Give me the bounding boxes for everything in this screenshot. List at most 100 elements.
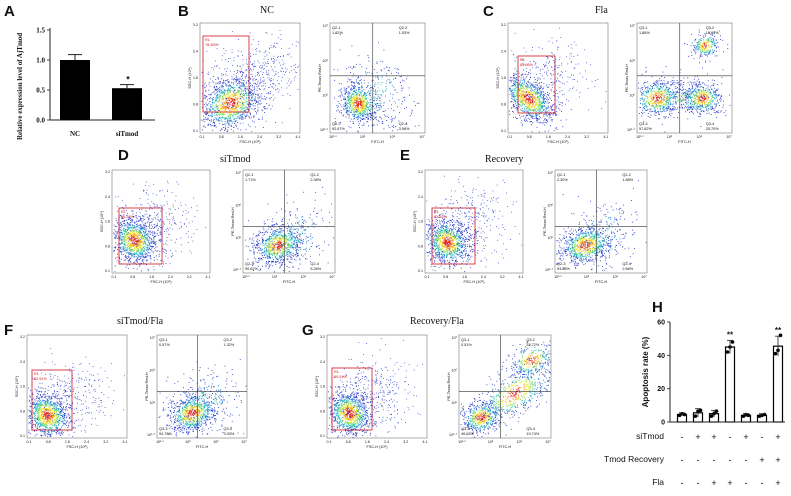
fitc-tick-label: 10¹·⁰ [242, 275, 250, 279]
fsc-tick-label: 4.1 [206, 275, 211, 279]
category-label-a: siTmod [116, 130, 139, 138]
quadrant-pct: 3.98% [399, 127, 410, 131]
ssc-tick-label: 1.6 [501, 76, 506, 80]
fitc-tick-label: 10⁷ [545, 440, 551, 444]
fitc-tick-label: 10⁵ [667, 135, 673, 139]
fitc-tick-label: 10⁶ [390, 135, 396, 139]
fitc-tick-label: 10¹·⁰ [458, 440, 466, 444]
pe-tick-label: 10⁵ [630, 94, 636, 98]
pe-tick-label: 10⁵ [236, 236, 242, 240]
quadrant-name: Q3-3 [159, 427, 167, 431]
quadrant-name: Q2-3 [245, 262, 253, 266]
fsc-tick-label: 0.8 [46, 440, 51, 444]
ssc-tick-label: 2.4 [501, 50, 506, 54]
quadrant-frame [458, 334, 552, 439]
quadrant-pct: 90.62% [245, 267, 259, 271]
pe-tick-label: 10⁵·⁷ [147, 433, 156, 437]
ssc-tick-label: 2.4 [418, 195, 423, 199]
quadrant-frame [636, 22, 733, 134]
condition-sign: + [695, 432, 700, 442]
axis-h-tick-label: 40 [657, 353, 665, 360]
pe-tick-label: 10⁶ [630, 59, 636, 63]
pe-tick-label: 10⁵·⁷ [545, 268, 554, 272]
quadrant-pct: 3.33% [224, 432, 235, 436]
ssc-tick-label: 2.4 [105, 195, 110, 199]
ssc-tick-label: 0.8 [105, 244, 110, 248]
condition-sign: - [745, 478, 748, 488]
pe-axis-label: PE-Texas Red-H [625, 64, 629, 93]
condition-sign: - [761, 432, 764, 442]
quadrant-name: Q3-1 [461, 338, 469, 342]
gate-name: R1 [121, 210, 126, 214]
quadrant-name: Q2-1 [332, 26, 340, 30]
gate-pct: 78.45% [205, 43, 219, 47]
fsc-tick-label: 0.8 [130, 275, 135, 279]
ssc-tick-label: 2.4 [20, 360, 25, 364]
scatter-points [113, 207, 172, 272]
panel-letter-f: F [4, 322, 13, 339]
fsc-tick-label: 0.8 [443, 275, 448, 279]
quadrant-name: Q2-4 [622, 262, 630, 266]
fsc-tick-label: 4.1 [604, 135, 609, 139]
pe-tick-label: 10⁵·⁷ [449, 433, 458, 437]
fsc-tick-label: 3.2 [187, 275, 192, 279]
quadrant-pct: 57.62% [639, 127, 653, 131]
quadrant-name: Q3-2 [706, 26, 714, 30]
pe-tick-label: 10⁷ [630, 24, 636, 28]
fsc-tick-label: 4.1 [423, 440, 428, 444]
fitc-axis-label: FITC-H [196, 445, 209, 449]
pe-axis-label: PE-Texas Red-H [318, 64, 322, 93]
condition-row-label: Tmod Recovery [604, 454, 665, 464]
fsc-tick-label: 0.8 [527, 135, 532, 139]
fitc-tick-label: 10⁷ [329, 275, 335, 279]
fsc-tick-label: 0.1 [425, 275, 430, 279]
panel-g: G Recovery/Fla 0.1 0.8 1.6 2.4 3.2 4.1 0.1 0.8 1.6… [302, 316, 551, 449]
gate-r1 [517, 55, 556, 114]
ssc-tick-label: 3.2 [20, 335, 25, 339]
quadrant-name: Q2-1 [557, 173, 565, 177]
fsc-tick-label: 2.4 [257, 135, 262, 139]
axis-h-tick-label: 60 [657, 320, 665, 327]
scatter-frame [507, 22, 609, 134]
ssc-tick-label: 1.6 [20, 385, 25, 389]
axis-h-tick-label: 0 [661, 420, 665, 427]
quadrant-pct: 1.88% [639, 31, 650, 35]
ssc-tick-label: 1.6 [418, 220, 423, 224]
ssc-axis-label: SSC-H (10⁵) [496, 67, 500, 89]
fsc-axis-label: FSC-H (10⁶) [240, 140, 262, 144]
fitc-tick-label: 10¹·⁰ [636, 135, 644, 139]
ssc-tick-label: 3.2 [105, 170, 110, 174]
fsc-tick-label: 0.1 [27, 440, 32, 444]
pe-tick-label: 10⁶ [452, 369, 458, 373]
ssc-tick-label: 0.1 [418, 269, 423, 273]
fsc-tick-label: 1.6 [149, 275, 154, 279]
ssc-axis-label: SSC-H (10⁵) [413, 210, 417, 232]
quadrant-pct: 1.71% [245, 178, 256, 182]
pe-axis-label: PE-Texas Red-H [543, 207, 547, 236]
ssc-tick-label: 0.8 [320, 409, 325, 413]
pe-tick-label: 10⁶ [236, 204, 242, 208]
panel-b: B NC 0.1 0.8 1.6 2.4 3.2 4.1 0.1 0.8 1.6 2.4 3.2 FSC-… [178, 3, 425, 144]
gate-name: R1 [520, 58, 525, 62]
quadrant-pct: 94.78% [159, 432, 173, 436]
panel-title: siTmod/Fla [117, 316, 164, 327]
fsc-tick-label: 1.6 [546, 135, 551, 139]
fsc-tick-label: 0.1 [508, 135, 513, 139]
fitc-tick-label: 10⁷ [419, 135, 425, 139]
fsc-axis-label: FSC-H (10⁶) [151, 280, 173, 284]
fitc-tick-label: 10⁷ [241, 440, 247, 444]
condition-sign: - [761, 478, 764, 488]
ssc-tick-label: 0.8 [193, 103, 198, 107]
pe-tick-label: 10⁵·⁷ [320, 128, 329, 132]
quadrant-name: Q2-4 [399, 122, 407, 126]
condition-sign: - [681, 432, 684, 442]
condition-sign: - [713, 455, 716, 465]
fitc-axis-label: FITC-H [283, 280, 296, 284]
gate-pct: 82.51% [34, 377, 48, 381]
condition-sign: - [729, 432, 732, 442]
quadrant-pct: 25.70% [706, 127, 720, 131]
quadrant-points [460, 340, 551, 438]
ssc-tick-label: 0.1 [501, 129, 506, 133]
quadrant-pct: 5.28% [310, 267, 321, 271]
gate-name: R1 [334, 370, 339, 374]
